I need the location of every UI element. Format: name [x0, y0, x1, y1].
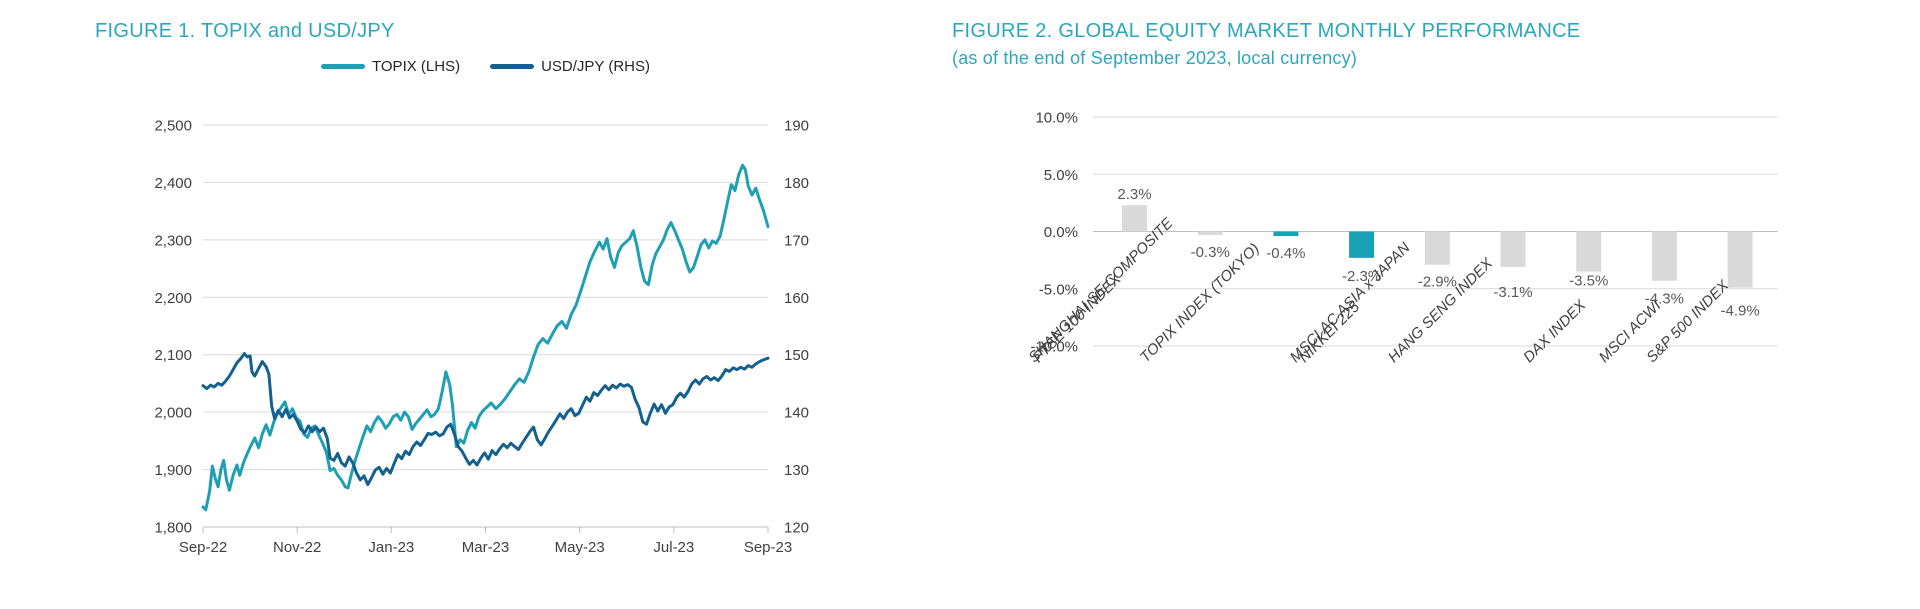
- fig2-y-axis-tick-label: 5.0%: [1044, 167, 1078, 184]
- fig1-right-axis-tick-label: 130: [784, 462, 809, 479]
- figure1-chart: 2,500 190 2,400 180 2,300 170 2,200 160 2,100 150…: [154, 118, 809, 557]
- fig1-x-axis-tick-label: Jan-23: [368, 539, 414, 556]
- fig1-x-axis-tick-label: Jul-23: [653, 539, 694, 556]
- bar-ftse-100-index: [1122, 205, 1147, 232]
- usdjpy-legend-label: USD/JPY (RHS): [541, 58, 650, 75]
- fig1-x-axis-tick-label: Mar-23: [462, 539, 510, 556]
- topix-legend-label: TOPIX (LHS): [372, 58, 461, 75]
- topix-line-series: [201, 163, 770, 512]
- figure2-chart: 10.0% 5.0% 0.0% -5.0% -10.0% 2.3% -0.3% -0.4% -2…: [1030, 110, 1778, 356]
- bar-dax-index: [1576, 231, 1602, 272]
- legend-item-topix: TOPIX (LHS): [321, 58, 460, 75]
- bar-msci-ac-asia-x-japan: [1424, 231, 1450, 265]
- bar-value-label: -0.3%: [1191, 244, 1230, 261]
- fig2-y-axis-tick-label: -10.0%: [1030, 339, 1078, 356]
- figure1-legend: TOPIX (LHS) USD/JPY (RHS): [203, 58, 768, 75]
- bar-topix-index-tokyo-: [1273, 231, 1299, 237]
- fig1-x-axis-tick-label: Nov-22: [273, 539, 321, 556]
- bar-hang-seng-index: [1500, 231, 1526, 267]
- usdjpy-line-swatch: [490, 64, 535, 69]
- legend-item-usdjpy: USD/JPY (RHS): [490, 58, 650, 75]
- fig1-x-axis-tick-label: May-23: [555, 539, 605, 556]
- bar-shanghai-se-composite: [1197, 231, 1223, 235]
- fig1-right-axis-tick-label: 180: [784, 175, 809, 192]
- fig1-left-axis-tick-label: 2,200: [154, 290, 192, 307]
- fig1-left-axis-tick-label: 2,400: [154, 175, 192, 192]
- bar-value-label: -2.3%: [1342, 268, 1381, 285]
- fig2-y-axis-tick-label: 0.0%: [1044, 224, 1078, 241]
- bar-value-label: -0.4%: [1266, 245, 1305, 262]
- fig1-left-axis-tick-label: 2,000: [154, 405, 192, 422]
- bar-value-label: -4.9%: [1721, 303, 1760, 320]
- bar-value-label: -3.5%: [1569, 273, 1608, 290]
- fig1-right-axis-tick-label: 140: [784, 405, 809, 422]
- fig1-left-axis-tick-label: 1,800: [154, 520, 192, 537]
- fig1-x-axis-tick-label: Sep-23: [744, 539, 792, 556]
- bar-s-p-500-index: [1727, 231, 1753, 288]
- figure2-subtitle: (as of the end of September 2023, local …: [952, 48, 1358, 68]
- figure2-title: FIGURE 2. GLOBAL EQUITY MARKET MONTHLY P…: [952, 20, 1581, 42]
- fig1-x-axis-tick-label: Sep-22: [179, 539, 227, 556]
- bar-value-label: 2.3%: [1117, 186, 1151, 203]
- fig1-left-axis-tick-label: 1,900: [154, 462, 192, 479]
- topix-line-swatch: [321, 64, 365, 69]
- fig1-right-axis-tick-label: 160: [784, 290, 809, 307]
- fig1-right-axis-tick-label: 170: [784, 232, 809, 249]
- bar-value-label: -2.9%: [1418, 274, 1457, 291]
- fig2-y-axis-tick-label: -5.0%: [1039, 281, 1078, 298]
- fig1-right-axis-tick-label: 150: [784, 347, 809, 364]
- usdjpy-line-series: [201, 352, 770, 486]
- fig1-right-axis-tick-label: 190: [784, 118, 809, 135]
- fig1-left-axis-tick-label: 2,500: [154, 118, 192, 135]
- fig1-left-axis-tick-label: 2,300: [154, 232, 192, 249]
- fig1-right-axis-tick-label: 120: [784, 520, 809, 537]
- bar-value-label: -4.3%: [1645, 291, 1684, 308]
- fig1-left-axis-tick-label: 2,100: [154, 347, 192, 364]
- bar-nikkei-225: [1349, 231, 1375, 258]
- fig2-y-axis-tick-label: 10.0%: [1035, 110, 1078, 127]
- figure1-title: FIGURE 1. TOPIX and USD/JPY: [95, 20, 395, 42]
- bar-value-label: -3.1%: [1493, 284, 1532, 301]
- bar-msci-acwi: [1651, 231, 1677, 281]
